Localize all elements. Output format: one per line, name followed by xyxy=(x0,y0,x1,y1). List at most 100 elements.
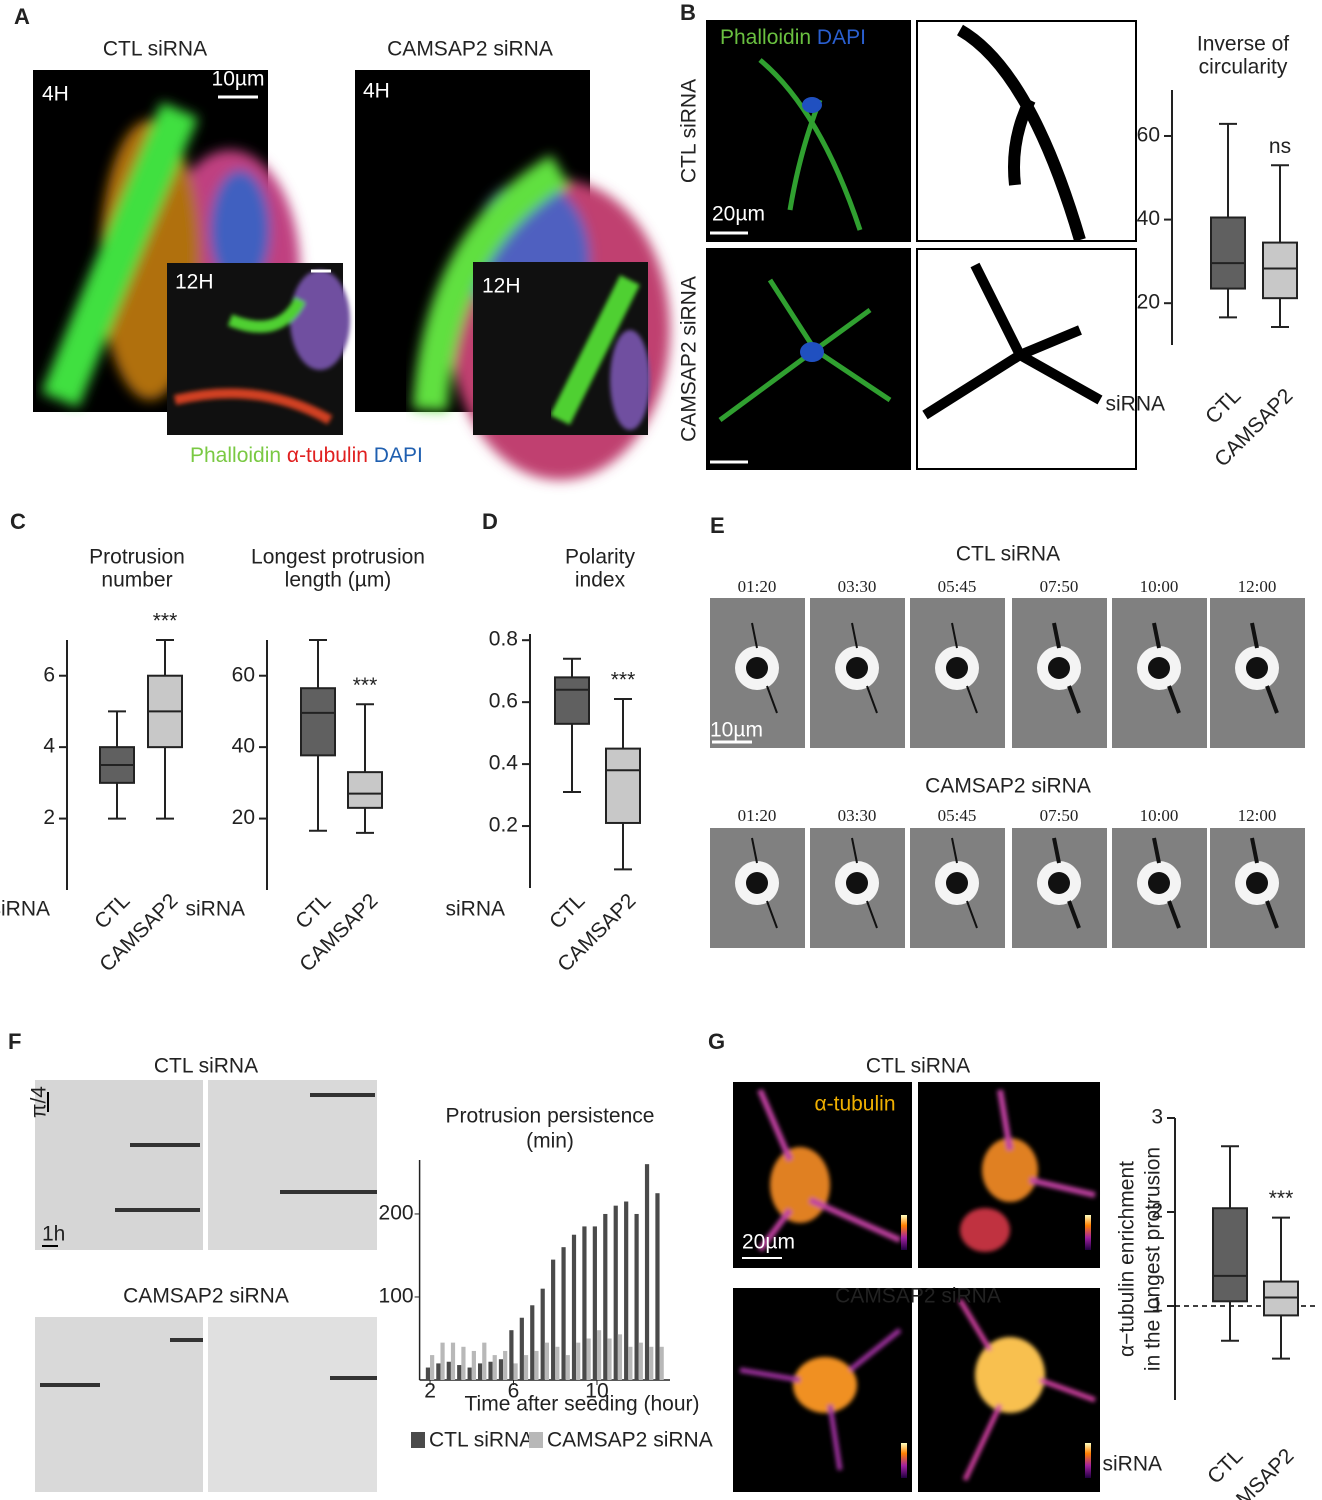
bar xyxy=(492,1355,497,1380)
bar xyxy=(509,1330,514,1380)
cell-body xyxy=(846,657,868,679)
box xyxy=(1262,241,1298,300)
y-tick-label: 6 xyxy=(43,663,55,686)
time-label: 10:00 xyxy=(1140,577,1179,596)
bar xyxy=(582,1226,587,1380)
y-tick-label: 1 xyxy=(1151,1294,1163,1317)
cell-body xyxy=(1148,657,1170,679)
bar xyxy=(617,1334,623,1380)
chart-title: Protrusion persistence xyxy=(446,1105,655,1128)
scale-label: 1h xyxy=(42,1223,65,1246)
bar xyxy=(655,1193,660,1380)
stain: α-tubulin xyxy=(287,444,368,467)
x-axis-label: Time after seeding (hour) xyxy=(465,1393,700,1416)
box xyxy=(554,676,590,725)
cell-body xyxy=(946,872,968,894)
x-tick-label: 6 xyxy=(508,1380,520,1403)
cell-body xyxy=(1048,872,1070,894)
time-label: 03:30 xyxy=(838,806,877,825)
time-label: 05:45 xyxy=(938,806,977,825)
group-label: siRNA xyxy=(1105,393,1165,416)
y-tick-label: 100 xyxy=(379,1285,414,1308)
bar xyxy=(603,1213,608,1380)
condition-title: CTL siRNA xyxy=(103,38,207,61)
group-label: siRNA xyxy=(185,898,245,921)
chart-title: (min) xyxy=(526,1130,574,1153)
legend-label: CTL siRNA xyxy=(429,1429,533,1452)
cell-body xyxy=(1246,657,1268,679)
row-title: CTL siRNA xyxy=(956,543,1060,566)
box xyxy=(347,771,383,809)
bar xyxy=(519,1317,524,1380)
chart-title: Protrusion xyxy=(89,546,185,569)
time-label: 03:30 xyxy=(838,577,877,596)
time-label: 12:00 xyxy=(1238,577,1277,596)
time-label: 4H xyxy=(42,83,69,106)
bar xyxy=(503,1350,508,1380)
box xyxy=(300,687,336,757)
y-tick-label: 20 xyxy=(1137,291,1160,314)
legend-label: CAMSAP2 siRNA xyxy=(547,1429,713,1452)
y-tick-label: 0.4 xyxy=(489,752,519,775)
bar xyxy=(628,1346,633,1380)
chart-title: Inverse of xyxy=(1197,33,1289,56)
scale-label: π/4 xyxy=(28,1086,51,1118)
y-axis-label: α−tubulin enrichment xyxy=(1116,1161,1139,1357)
protrusion xyxy=(751,622,778,714)
bar xyxy=(624,1201,629,1380)
group-label: siRNA xyxy=(1102,1453,1162,1476)
time-label: 4H xyxy=(363,80,390,103)
protrusion xyxy=(1152,622,1181,714)
protrusion xyxy=(1250,837,1279,929)
bar xyxy=(561,1247,566,1380)
stain: Phalloidin xyxy=(190,444,281,467)
bar xyxy=(436,1363,441,1380)
protrusion xyxy=(851,622,878,714)
box xyxy=(1210,216,1246,290)
bar xyxy=(586,1338,591,1380)
row-title: CAMSAP2 siRNA xyxy=(835,1285,1001,1308)
stain: DAPI xyxy=(817,26,866,49)
bar xyxy=(607,1338,612,1380)
scale-label: 10µm xyxy=(710,719,763,742)
scale-label: 20µm xyxy=(712,203,765,226)
micrograph xyxy=(33,70,670,480)
kymograph xyxy=(35,1080,377,1492)
y-tick-label: 20 xyxy=(232,806,255,829)
row-title: CTL siRNA xyxy=(154,1055,258,1078)
x-tick-label: CTL xyxy=(545,889,589,933)
bar xyxy=(571,1234,577,1380)
bar xyxy=(482,1342,487,1380)
bar xyxy=(638,1342,643,1380)
cell-body xyxy=(746,657,768,679)
bar xyxy=(446,1361,451,1380)
cell-body xyxy=(1048,657,1070,679)
chart-title: index xyxy=(575,569,626,592)
time-label: 10:00 xyxy=(1140,806,1179,825)
time-label: 07:50 xyxy=(1040,577,1079,596)
bar xyxy=(576,1342,581,1380)
scale-label: 20µm xyxy=(742,1231,795,1254)
bar xyxy=(523,1355,529,1380)
significance: *** xyxy=(153,610,178,633)
significance: *** xyxy=(1269,1187,1294,1210)
group-label: siRNA xyxy=(0,898,50,921)
x-tick-label: 2 xyxy=(424,1380,436,1403)
stain-legend: Phalloidin α-tubulin DAPI xyxy=(190,444,423,467)
bar xyxy=(649,1346,654,1380)
group-label: siRNA xyxy=(445,898,505,921)
condition-title: CAMSAP2 siRNA xyxy=(387,38,553,61)
y-axis-label: in the longest protrusion xyxy=(1142,1147,1165,1371)
bar xyxy=(461,1346,466,1380)
row-title: CTL siRNA xyxy=(866,1055,970,1078)
bar xyxy=(555,1346,560,1380)
time-label: 01:20 xyxy=(738,577,777,596)
time-label: 01:20 xyxy=(738,806,777,825)
box xyxy=(605,747,641,824)
time-label: 07:50 xyxy=(1040,806,1079,825)
significance: *** xyxy=(611,669,636,692)
chart-title: number xyxy=(101,569,172,592)
panel-letter: B xyxy=(680,0,696,25)
bar xyxy=(534,1350,539,1380)
panel-letter: E xyxy=(710,513,725,538)
